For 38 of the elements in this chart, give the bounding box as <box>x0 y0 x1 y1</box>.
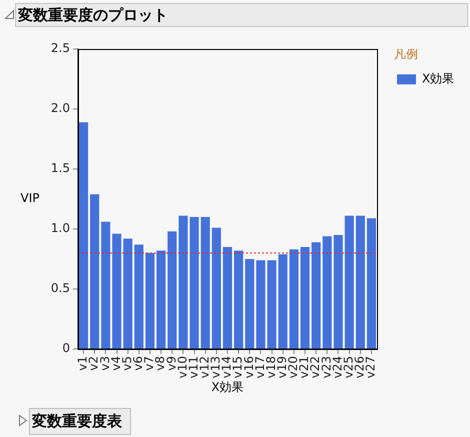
bar <box>256 260 266 348</box>
chart-title: 変数重要度のプロット <box>15 3 468 27</box>
bar <box>101 222 110 348</box>
y-tick-label: 0 <box>62 341 70 356</box>
bar <box>200 217 210 348</box>
y-tick-label: 1.0 <box>50 221 70 236</box>
y-tick-label: 2.0 <box>50 101 70 116</box>
bar <box>190 217 199 348</box>
bar <box>312 242 321 348</box>
bar <box>322 236 332 348</box>
y-tick-label: 1.5 <box>50 161 70 176</box>
bar <box>334 235 343 348</box>
bar <box>267 260 276 348</box>
bar <box>222 247 232 348</box>
bar <box>245 259 254 348</box>
text: 変数重要度表 <box>29 408 131 435</box>
legend-label: X効果 <box>422 72 454 86</box>
bar <box>212 228 221 348</box>
y-tick-label: 0.5 <box>50 281 70 296</box>
bar <box>134 244 144 348</box>
bar <box>123 238 132 348</box>
bar <box>90 194 100 348</box>
bar <box>278 254 288 348</box>
y-axis-title: VIP <box>20 191 40 206</box>
bar <box>289 249 298 348</box>
bar <box>356 216 365 348</box>
bar <box>300 247 310 348</box>
bar <box>234 250 244 348</box>
bar <box>78 122 88 348</box>
bar <box>156 250 166 348</box>
bar <box>366 218 376 348</box>
y-tick-label: 2.5 <box>50 41 70 56</box>
bar <box>178 216 188 348</box>
x-axis-title: X効果 <box>211 380 244 394</box>
bar <box>344 216 354 348</box>
bar <box>145 253 155 348</box>
bar <box>168 231 177 348</box>
bar <box>112 234 122 348</box>
